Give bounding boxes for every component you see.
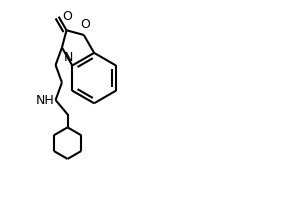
Text: NH: NH (36, 94, 55, 107)
Text: N: N (64, 51, 73, 64)
Text: O: O (62, 10, 72, 23)
Text: O: O (80, 18, 90, 31)
